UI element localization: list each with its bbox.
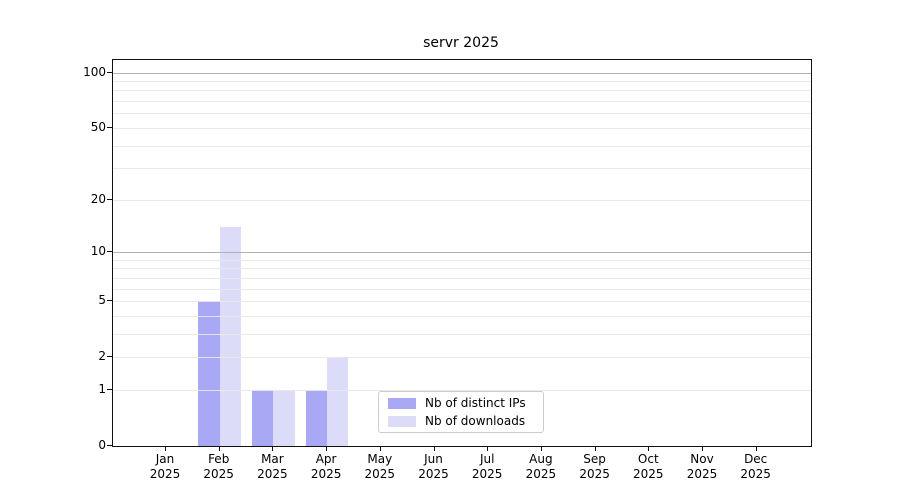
gridline-90 (113, 80, 811, 82)
x-tick-mark-apr (326, 446, 328, 451)
legend-swatch-downloads (388, 415, 416, 427)
gridline-10 (113, 251, 811, 253)
x-tick-label-jul: Jul 2025 (471, 452, 503, 481)
legend-label-downloads: Nb of downloads (425, 414, 526, 428)
gridline-5 (113, 301, 811, 302)
y-tick-mark-100 (107, 71, 112, 73)
y-tick-label-10: 10 (90, 243, 106, 258)
x-tick-mark-dec (755, 446, 757, 451)
x-tick-mark-jan (165, 446, 166, 451)
bars-layer (113, 60, 811, 446)
x-tick-label-may: May 2025 (364, 452, 396, 481)
x-tick-mark-sep (594, 446, 596, 451)
y-tick-mark-10 (107, 250, 112, 252)
x-tick-label-aug: Aug 2025 (525, 452, 557, 481)
gridline-80 (113, 90, 811, 92)
chart-title: servr 2025 (423, 35, 499, 51)
y-tick-mark-1 (107, 388, 112, 390)
y-tick-mark-0 (107, 445, 112, 446)
bar-distinct-ips-feb (198, 301, 220, 446)
y-tick-mark-50 (107, 126, 112, 128)
x-tick-label-feb: Feb 2025 (203, 452, 234, 481)
x-tick-label-nov: Nov 2025 (686, 452, 718, 481)
x-tick-mark-jul (487, 446, 489, 451)
gridline-50 (113, 127, 811, 129)
gridline-100 (113, 72, 811, 74)
gridline-7 (113, 277, 811, 279)
gridline-2 (113, 357, 811, 359)
gridline-1 (113, 389, 811, 391)
y-tick-label-5: 5 (98, 293, 106, 307)
legend-entry-downloads: Nb of downloads (379, 412, 543, 430)
legend-entry-distinct-ips: Nb of distinct IPs (379, 394, 543, 412)
gridline-9 (113, 259, 811, 261)
bar-downloads-feb (219, 226, 242, 446)
plot-area (112, 59, 812, 447)
y-tick-mark-2 (107, 356, 112, 358)
gridline-60 (113, 113, 811, 115)
x-tick-label-dec: Dec 2025 (740, 452, 771, 481)
x-tick-mark-nov (702, 446, 703, 451)
x-tick-label-mar: Mar 2025 (257, 452, 288, 481)
x-tick-mark-aug (540, 446, 542, 451)
y-tick-mark-20 (107, 198, 112, 200)
legend: Nb of distinct IPs Nb of downloads (378, 391, 544, 433)
x-tick-label-apr: Apr 2025 (310, 452, 342, 481)
x-tick-label-oct: Oct 2025 (633, 452, 664, 481)
y-tick-label-2: 2 (98, 349, 106, 364)
x-tick-mark-jun (433, 446, 435, 451)
y-tick-mark-5 (107, 300, 112, 301)
bar-distinct-ips-apr (305, 389, 328, 446)
grid-layer (113, 60, 811, 446)
gridline-8 (113, 268, 811, 270)
bar-distinct-ips-mar (252, 389, 274, 446)
y-tick-label-1: 1 (98, 381, 106, 396)
x-tick-mark-mar (272, 446, 274, 451)
x-tick-label-jun: Jun 2025 (418, 452, 449, 481)
gridline-40 (113, 145, 811, 147)
bar-downloads-apr (327, 357, 349, 446)
bar-downloads-mar (273, 389, 295, 446)
x-tick-label-sep: Sep 2025 (579, 452, 610, 481)
gridline-30 (113, 168, 811, 170)
y-tick-label-0: 0 (98, 438, 106, 452)
gridline-70 (113, 101, 811, 102)
x-tick-mark-may (379, 446, 381, 451)
legend-swatch-distinct-ips (388, 397, 416, 409)
y-tick-label-50: 50 (90, 119, 106, 134)
gridline-3 (113, 333, 811, 335)
y-tick-label-20: 20 (90, 191, 106, 206)
x-tick-label-jan: Jan 2025 (149, 452, 181, 481)
gridline-4 (113, 315, 811, 317)
y-tick-label-100: 100 (83, 64, 106, 79)
x-tick-mark-oct (648, 446, 650, 451)
gridline-20 (113, 199, 811, 201)
legend-label-distinct-ips: Nb of distinct IPs (425, 396, 526, 410)
x-tick-mark-feb (218, 446, 220, 451)
gridline-6 (113, 288, 811, 290)
